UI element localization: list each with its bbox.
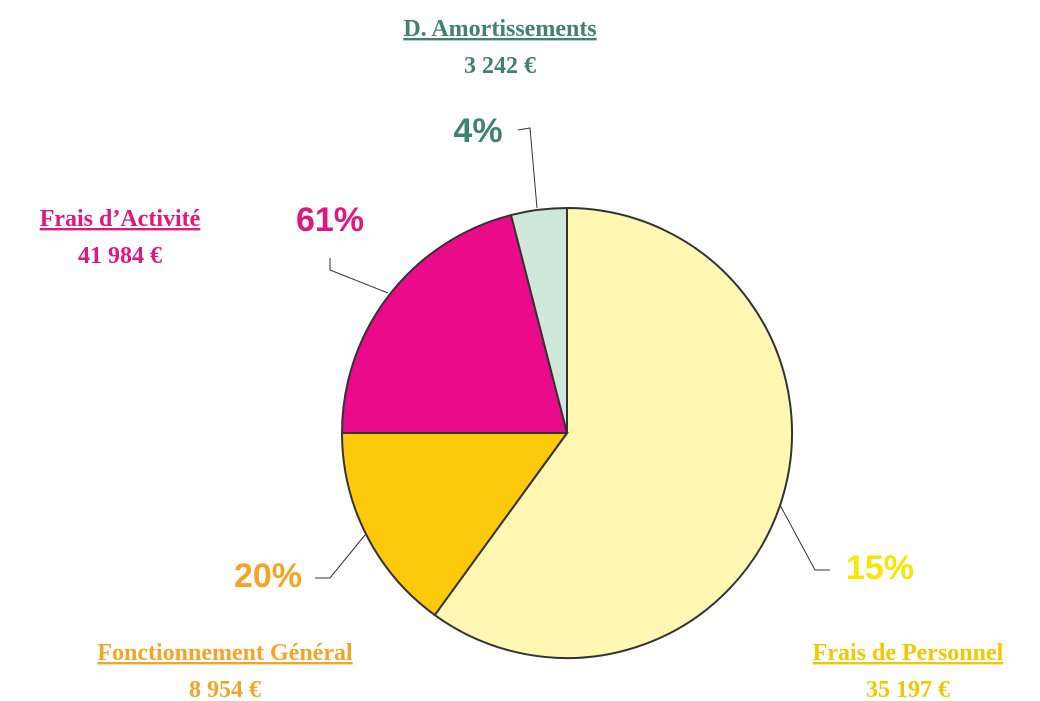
percent-label: 15% (846, 549, 914, 587)
percent-label: 4% (453, 112, 502, 150)
pie-slice (509, 206, 568, 434)
amount-label: 8 954 € (189, 677, 261, 701)
amount-label: 41 984 € (78, 243, 162, 269)
leader-line (517, 127, 538, 209)
percent-label: 61% (296, 201, 364, 239)
leader-line (329, 258, 389, 294)
pie-slice (433, 206, 793, 659)
percent-label: 20% (234, 557, 302, 595)
category-label: Frais de Personnel (813, 640, 1004, 666)
pie-slice (340, 213, 569, 434)
category-label: Fonctionnement Général (97, 640, 353, 666)
pie-slice (340, 432, 569, 617)
leader-line (315, 534, 366, 579)
amount-label: 35 197 € (866, 677, 950, 701)
category-label: Frais d’Activité (40, 206, 201, 232)
category-label: D. Amortissements (403, 16, 596, 42)
amount-label: 3 242 € (464, 53, 536, 79)
leader-line (779, 504, 830, 571)
